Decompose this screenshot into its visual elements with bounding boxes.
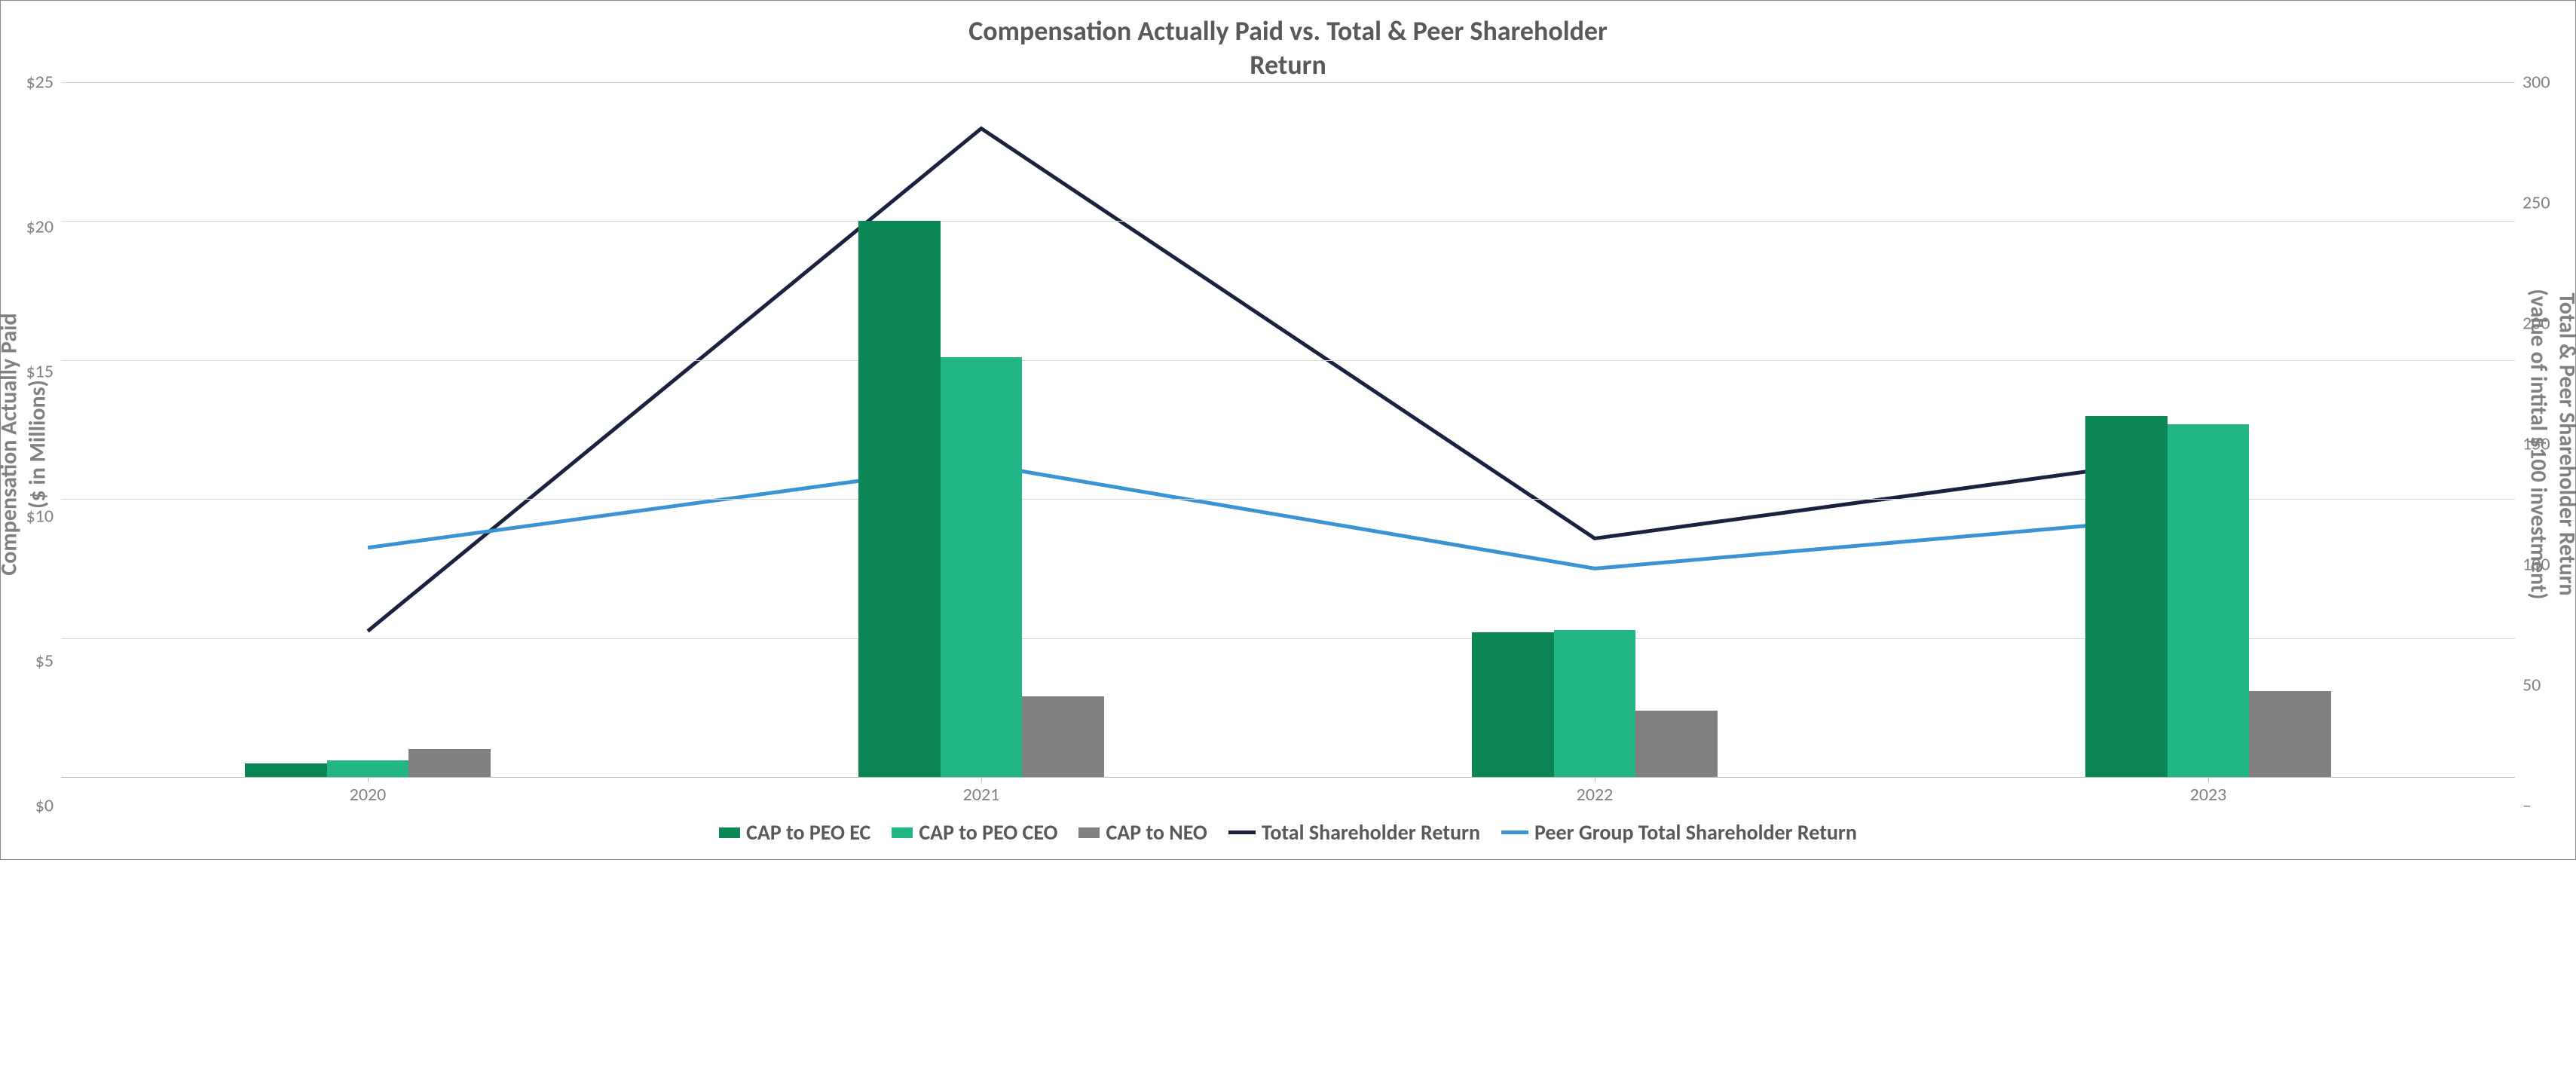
legend-item: Peer Group Total Shareholder Return bbox=[1501, 819, 1857, 846]
chart-container: Compensation Actually Paid vs. Total & P… bbox=[0, 0, 2576, 860]
y-right-axis-label: Total & Peer Shareholder Return (value o… bbox=[2525, 289, 2576, 599]
y-right-tick: – bbox=[2522, 795, 2532, 817]
y-left-label-line1: Compensation Actually Paid bbox=[0, 313, 23, 575]
gridline bbox=[61, 221, 2515, 222]
y-right-tick: 300 bbox=[2522, 72, 2550, 93]
legend-label: CAP to PEO CEO bbox=[919, 819, 1057, 846]
legend-swatch bbox=[719, 827, 740, 838]
bar bbox=[408, 749, 491, 777]
y-left-ticks: $25$20$15$10$5$0 bbox=[46, 82, 61, 806]
legend-label: CAP to PEO EC bbox=[746, 819, 870, 846]
legend: CAP to PEO EC CAP to PEO CEO CAP to NEO Tot… bbox=[1, 806, 2575, 859]
bar bbox=[327, 760, 409, 777]
y-left-tick: $20 bbox=[26, 216, 54, 238]
y-left-axis-label: Compensation Actually Paid ($ in Million… bbox=[0, 313, 52, 575]
bar bbox=[1635, 711, 1718, 778]
y-left-label-wrap: Compensation Actually Paid ($ in Million… bbox=[1, 82, 46, 806]
y-right-label-wrap: Total & Peer Shareholder Return (value o… bbox=[2530, 82, 2575, 806]
chart-body: Compensation Actually Paid ($ in Million… bbox=[1, 82, 2575, 806]
legend-label: Peer Group Total Shareholder Return bbox=[1534, 819, 1857, 846]
line-series bbox=[368, 464, 2208, 568]
chart-title-line2: Return bbox=[1250, 48, 1326, 81]
legend-item: CAP to NEO bbox=[1078, 819, 1207, 846]
y-left-tick: $25 bbox=[26, 72, 54, 93]
bar bbox=[1472, 632, 1554, 777]
x-tick: 2023 bbox=[1901, 778, 2515, 806]
y-right-label-line1: Total & Peer Shareholder Return bbox=[2553, 292, 2576, 595]
legend-label: CAP to NEO bbox=[1106, 819, 1207, 846]
gridline bbox=[61, 82, 2515, 83]
bar bbox=[1554, 630, 1636, 777]
bar bbox=[2168, 424, 2250, 777]
y-left-tick: $0 bbox=[35, 795, 54, 817]
legend-item: Total Shareholder Return bbox=[1228, 819, 1480, 846]
y-left-tick: $5 bbox=[35, 650, 54, 672]
x-tick: 2020 bbox=[61, 778, 675, 806]
chart-title: Compensation Actually Paid vs. Total & P… bbox=[1, 1, 2575, 82]
legend-swatch bbox=[892, 827, 913, 838]
legend-item: CAP to PEO EC bbox=[719, 819, 870, 846]
bar bbox=[1022, 696, 1104, 777]
y-right-tick: 50 bbox=[2522, 674, 2541, 696]
y-left-tick: $15 bbox=[26, 361, 54, 383]
bar bbox=[245, 763, 327, 777]
y-left-tick: $10 bbox=[26, 506, 54, 528]
y-right-tick: 250 bbox=[2522, 192, 2550, 214]
legend-line-swatch bbox=[1501, 830, 1528, 834]
bar bbox=[858, 221, 941, 777]
gridline bbox=[61, 360, 2515, 361]
chart-title-line1: Compensation Actually Paid vs. Total & P… bbox=[968, 14, 1608, 47]
line-series bbox=[368, 128, 2208, 631]
bar bbox=[2249, 691, 2331, 777]
legend-item: CAP to PEO CEO bbox=[892, 819, 1057, 846]
bar bbox=[2085, 416, 2168, 777]
legend-swatch bbox=[1078, 827, 1100, 838]
bar bbox=[941, 357, 1023, 777]
legend-line-swatch bbox=[1228, 830, 1256, 834]
y-right-label-line2: (value of intital $100 investment) bbox=[2525, 289, 2553, 599]
plot-area bbox=[61, 82, 2515, 778]
x-axis-ticks: 2020202120222023 bbox=[61, 778, 2515, 806]
plot-wrap: $25$20$15$10$5$0 2020202120222023 300250… bbox=[46, 82, 2530, 806]
x-tick: 2022 bbox=[1288, 778, 1901, 806]
legend-label: Total Shareholder Return bbox=[1262, 819, 1480, 846]
x-tick: 2021 bbox=[675, 778, 1288, 806]
